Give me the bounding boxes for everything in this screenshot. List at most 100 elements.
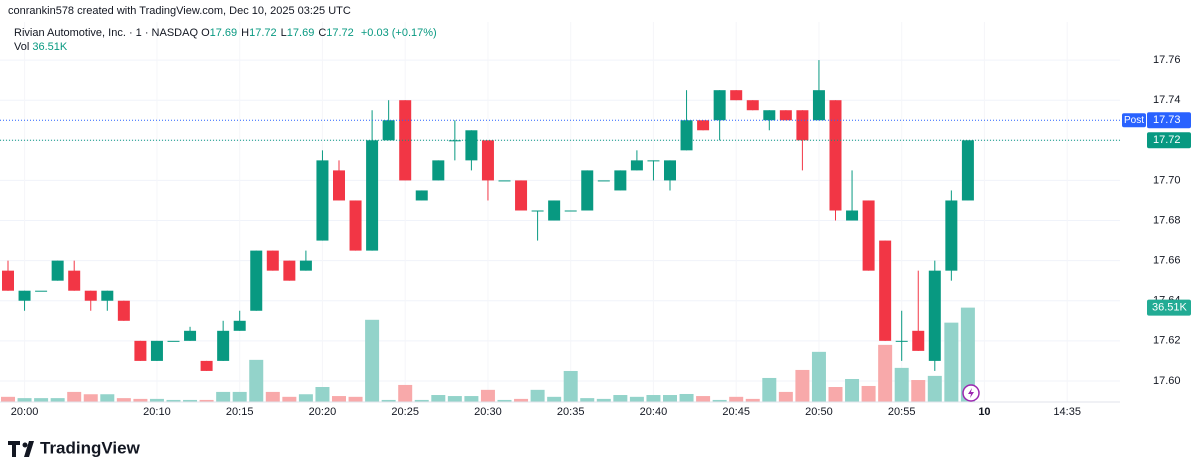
- candle-body: [184, 330, 197, 341]
- candle-body: [664, 160, 676, 181]
- ohlc-key: H: [241, 27, 250, 39]
- post-tag-label: Post: [1124, 115, 1144, 126]
- candle-body: [846, 210, 859, 221]
- y-tick-label: 17.70: [1153, 174, 1181, 186]
- x-tick-label: 20:10: [143, 406, 171, 418]
- candle-body: [366, 140, 379, 251]
- candle-body: [333, 170, 345, 201]
- x-tick-label: 20:55: [888, 406, 916, 418]
- candle-body: [481, 140, 494, 181]
- x-tick-label: 14:35: [1053, 406, 1081, 418]
- candle-body: [84, 290, 97, 301]
- x-tick-label: 10: [978, 406, 990, 418]
- candle-body: [382, 120, 395, 141]
- candle-body: [912, 330, 925, 351]
- candle-body: [200, 360, 213, 371]
- candle-body: [763, 110, 776, 121]
- volume-tag-label: 36.51K: [1152, 302, 1188, 314]
- x-tick-label: 20:00: [11, 406, 39, 418]
- candle-body: [829, 100, 842, 211]
- volume-bar: [100, 394, 115, 402]
- legend-row: Rivian Automotive, Inc. · 1 · NASDAQ O17…: [14, 27, 437, 39]
- post-price-tag-label: 17.73: [1153, 114, 1181, 126]
- candle-body: [448, 140, 461, 142]
- volume-bar: [1, 396, 15, 402]
- candle-body: [531, 210, 544, 212]
- ohlc: O17.69 H17.72 L17.69 C17.72: [201, 27, 358, 39]
- candle-body: [117, 300, 130, 321]
- candle-body: [515, 180, 528, 211]
- volume-bar: [663, 395, 677, 402]
- candle-body: [564, 210, 577, 212]
- x-tick-label: 20:15: [226, 406, 254, 418]
- volume-bar: [133, 398, 148, 402]
- volume-bar: [878, 344, 893, 402]
- candle-body: [548, 200, 561, 221]
- volume-bar: [67, 391, 82, 402]
- volume-bar: [613, 395, 628, 402]
- y-tick-label: 17.62: [1153, 335, 1181, 347]
- volume-bar: [216, 391, 231, 402]
- change: +0.03 (+0.17%): [360, 27, 437, 39]
- y-tick-label: 17.66: [1153, 255, 1181, 267]
- ohlc-key: C: [318, 27, 327, 39]
- brand-name: TradingView: [40, 438, 141, 457]
- volume-bar: [166, 399, 181, 402]
- volume-bar: [265, 391, 280, 402]
- candle-body: [51, 260, 64, 281]
- volume-bar: [629, 396, 644, 402]
- volume-bar: [530, 389, 545, 402]
- volume-bar: [298, 394, 313, 402]
- candle-body: [432, 160, 445, 181]
- volume-bar: [83, 394, 98, 402]
- volume-bar: [828, 387, 843, 402]
- volume-bar: [332, 396, 346, 402]
- symbol: Rivian Automotive, Inc. · 1 · NASDAQ: [14, 27, 199, 39]
- candle-body: [35, 290, 48, 292]
- candle-body: [961, 140, 974, 201]
- volume-bar: [563, 370, 578, 402]
- volume-bar: [431, 395, 446, 402]
- candle-body: [150, 340, 163, 361]
- candle-body: [746, 100, 759, 111]
- candle-body: [730, 90, 743, 101]
- volume-bar: [398, 384, 413, 402]
- post-price-tag: [1147, 112, 1191, 129]
- ohlc-value: 17.72: [249, 27, 277, 39]
- volume-bar: [580, 398, 595, 402]
- candle-body: [647, 160, 660, 162]
- brand-logo: [8, 441, 34, 457]
- volume-bar: [894, 367, 909, 402]
- volume-bar: [34, 398, 49, 402]
- post-tag: [1122, 113, 1146, 128]
- volume-bar: [50, 398, 65, 402]
- x-tick-label: 20:50: [805, 406, 833, 418]
- volume-bar: [679, 393, 694, 402]
- volume-bar: [447, 396, 462, 402]
- volume-bar: [464, 396, 479, 402]
- candle-body: [630, 160, 643, 171]
- volume-bar: [381, 399, 396, 402]
- volume-bar: [282, 396, 297, 402]
- x-tick-label: 20:25: [391, 406, 419, 418]
- candle-body: [415, 190, 428, 201]
- candle-body: [713, 90, 726, 121]
- candle-body: [134, 340, 147, 361]
- volume-bar: [414, 399, 429, 402]
- volume-bar: [845, 378, 860, 402]
- candle-body: [895, 340, 908, 342]
- volume-bar: [696, 396, 711, 402]
- ohlc-value: 17.69: [286, 27, 315, 39]
- candle-body: [614, 170, 627, 191]
- credit: conrankin578 created with TradingView.co…: [8, 5, 351, 17]
- candle-body: [779, 110, 792, 121]
- volume-bar: [762, 377, 777, 402]
- ohlc-value: 17.69: [209, 27, 238, 39]
- y-tick-label: 17.68: [1153, 214, 1181, 226]
- volume-bar: [232, 391, 247, 402]
- volume-bar: [861, 385, 876, 402]
- volume-bar: [911, 380, 926, 402]
- candle-body: [349, 200, 362, 251]
- volume-bar: [795, 369, 810, 402]
